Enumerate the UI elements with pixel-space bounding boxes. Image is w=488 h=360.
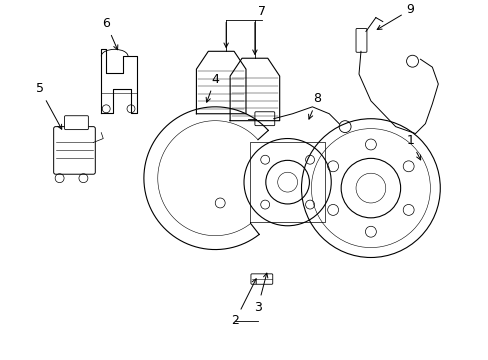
FancyBboxPatch shape [64, 116, 88, 130]
Text: 9: 9 [376, 3, 414, 30]
FancyBboxPatch shape [254, 112, 274, 126]
Text: 8: 8 [308, 93, 321, 119]
Text: 2: 2 [231, 279, 256, 328]
FancyBboxPatch shape [355, 28, 366, 52]
Text: 3: 3 [253, 273, 267, 314]
Text: 7: 7 [257, 5, 265, 18]
Text: 6: 6 [102, 17, 118, 50]
FancyBboxPatch shape [54, 127, 95, 174]
FancyBboxPatch shape [250, 274, 272, 284]
Text: 4: 4 [206, 73, 219, 102]
Text: 1: 1 [406, 134, 420, 160]
Text: 5: 5 [36, 82, 61, 129]
